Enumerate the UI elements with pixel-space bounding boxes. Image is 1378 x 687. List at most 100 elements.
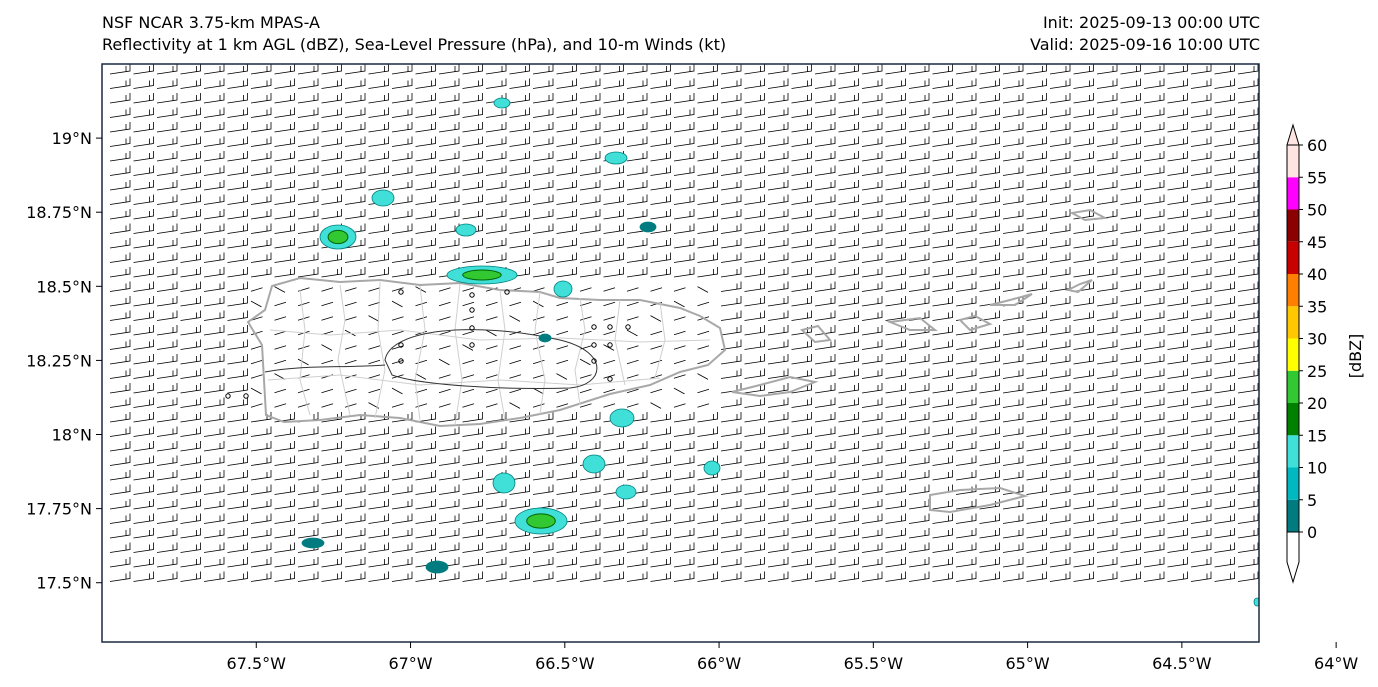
- calm-circle: [398, 289, 404, 295]
- calm-circle: [591, 324, 597, 330]
- calm-circle: [469, 325, 475, 331]
- echo-cell: [538, 333, 552, 343]
- lat-tick-label: 17.75°N: [26, 500, 92, 519]
- lat-tick-label: 19°N: [52, 129, 92, 148]
- culebra-coast: [799, 324, 832, 344]
- lon-tick-label: 67.5°W: [227, 654, 287, 673]
- colorbar-bin: [1287, 209, 1299, 242]
- calm-circle: [469, 342, 475, 348]
- colorbar-bin: [1287, 145, 1299, 178]
- echo-cell: [604, 151, 628, 165]
- sombrero-coast: [1068, 208, 1109, 222]
- colorbar-label: [dBZ]: [1346, 334, 1365, 379]
- calm-circle: [607, 342, 613, 348]
- colorbar-bin: [1287, 177, 1299, 210]
- lon-tick-label: 65.5°W: [844, 654, 904, 673]
- calm-circle: [225, 393, 231, 399]
- calm-circle: [607, 376, 613, 382]
- lat-tick-label: 18.25°N: [26, 351, 92, 370]
- tortola-coast: [989, 293, 1033, 306]
- colorbar: 0 5 10 15 20 25 30 35 40 45 50 55 60 [dBZ]: [1286, 123, 1365, 584]
- colorbar-bin: [1287, 241, 1299, 274]
- calm-circle: [591, 358, 597, 364]
- lat-tick-label: 17.5°N: [36, 574, 92, 593]
- echo-cell: [1253, 597, 1259, 607]
- lon-tick-label: 64°W: [1314, 654, 1358, 673]
- echo-cell: [615, 484, 637, 500]
- muni-lines: [267, 281, 711, 426]
- calm-circle: [243, 393, 249, 399]
- echo-cell: [639, 221, 657, 233]
- colorbar-extend-bottom: [1286, 531, 1300, 584]
- colorbar-tick-label: 30: [1307, 330, 1327, 349]
- calm-circle: [469, 292, 475, 298]
- calm-wind-circles: [225, 289, 631, 399]
- model-title: NSF NCAR 3.75-km MPAS-A: [102, 13, 320, 32]
- lat-tick-label: 18.5°N: [36, 277, 92, 296]
- map-background: [102, 64, 1259, 642]
- echo-cell: [553, 280, 573, 298]
- reflectivity-cells: [301, 97, 1259, 607]
- colorbar-extend-top: [1286, 123, 1300, 146]
- lat-tick-label: 18°N: [52, 426, 92, 445]
- axis-ticks: 67.5°W 67°W 66.5°W 66°W 65.5°W 65°W 64.5°W 64°W…: [26, 129, 1358, 673]
- barb-lines: [109, 64, 1259, 582]
- slp-isobar-tail: [264, 364, 386, 373]
- valid-time: Valid: 2025-09-16 10:00 UTC: [1029, 35, 1260, 54]
- colorbar-tick-label: 0: [1307, 523, 1317, 542]
- init-time: Init: 2025-09-13 00:00 UTC: [1042, 13, 1260, 32]
- echo-cell: [425, 560, 449, 574]
- lon-tick-label: 67°W: [388, 654, 432, 673]
- colorbar-tick-label: 20: [1307, 394, 1327, 413]
- puerto-rico-coast: [246, 276, 727, 428]
- map-frame: [101, 63, 1260, 643]
- colorbar-tick-label: 25: [1307, 362, 1327, 381]
- calm-circle: [504, 289, 510, 295]
- echo-core: [462, 269, 502, 281]
- colorbar-tick-label: 10: [1307, 459, 1327, 478]
- echo-cell: [301, 537, 325, 549]
- municipal-borders: [267, 281, 711, 426]
- calm-circle: [398, 358, 404, 364]
- lat-tick-label: 18.75°N: [26, 203, 92, 222]
- colorbar-tick-label: 15: [1307, 426, 1327, 445]
- coastlines: [246, 208, 1109, 514]
- colorbar-tick-label: 60: [1307, 136, 1327, 155]
- echo-cell: [703, 460, 721, 476]
- colorbar-bin: [1287, 467, 1299, 500]
- colorbar-bin: [1287, 370, 1299, 403]
- st-croix-coast: [929, 486, 1029, 514]
- echo-core: [327, 229, 349, 245]
- calm-circle: [398, 342, 404, 348]
- wind-barbs: [109, 64, 1259, 582]
- echo-cell: [455, 223, 477, 237]
- vieques-coast: [731, 375, 819, 398]
- lon-tick-label: 66°W: [697, 654, 741, 673]
- echo-cell: [492, 472, 516, 494]
- echo-cell: [609, 408, 635, 428]
- echo-cell: [493, 97, 511, 109]
- fields-subtitle: Reflectivity at 1 km AGL (dBZ), Sea-Leve…: [102, 35, 727, 54]
- colorbar-tick-label: 5: [1307, 491, 1317, 510]
- echo-cell: [371, 189, 395, 207]
- colorbar-tick-label: 35: [1307, 297, 1327, 316]
- echo-core: [526, 513, 556, 529]
- anegada-coast: [1064, 279, 1093, 294]
- colorbar-tick-label: 45: [1307, 233, 1327, 252]
- lon-tick-label: 66.5°W: [535, 654, 595, 673]
- st-john-coast: [958, 314, 993, 332]
- calm-circle: [469, 307, 475, 313]
- colorbar-bin: [1287, 403, 1299, 436]
- colorbar-tick-label: 55: [1307, 168, 1327, 187]
- colorbar-tick-label: 40: [1307, 265, 1327, 284]
- colorbar-bin: [1287, 306, 1299, 339]
- isobar-contour: [264, 329, 598, 389]
- calm-circle: [625, 324, 631, 330]
- calm-circle: [591, 342, 597, 348]
- map-content: [109, 64, 1259, 607]
- colorbar-bin: [1287, 499, 1299, 532]
- colorbar-bin: [1287, 435, 1299, 468]
- st-thomas-coast: [886, 316, 938, 331]
- lon-tick-label: 64.5°W: [1152, 654, 1212, 673]
